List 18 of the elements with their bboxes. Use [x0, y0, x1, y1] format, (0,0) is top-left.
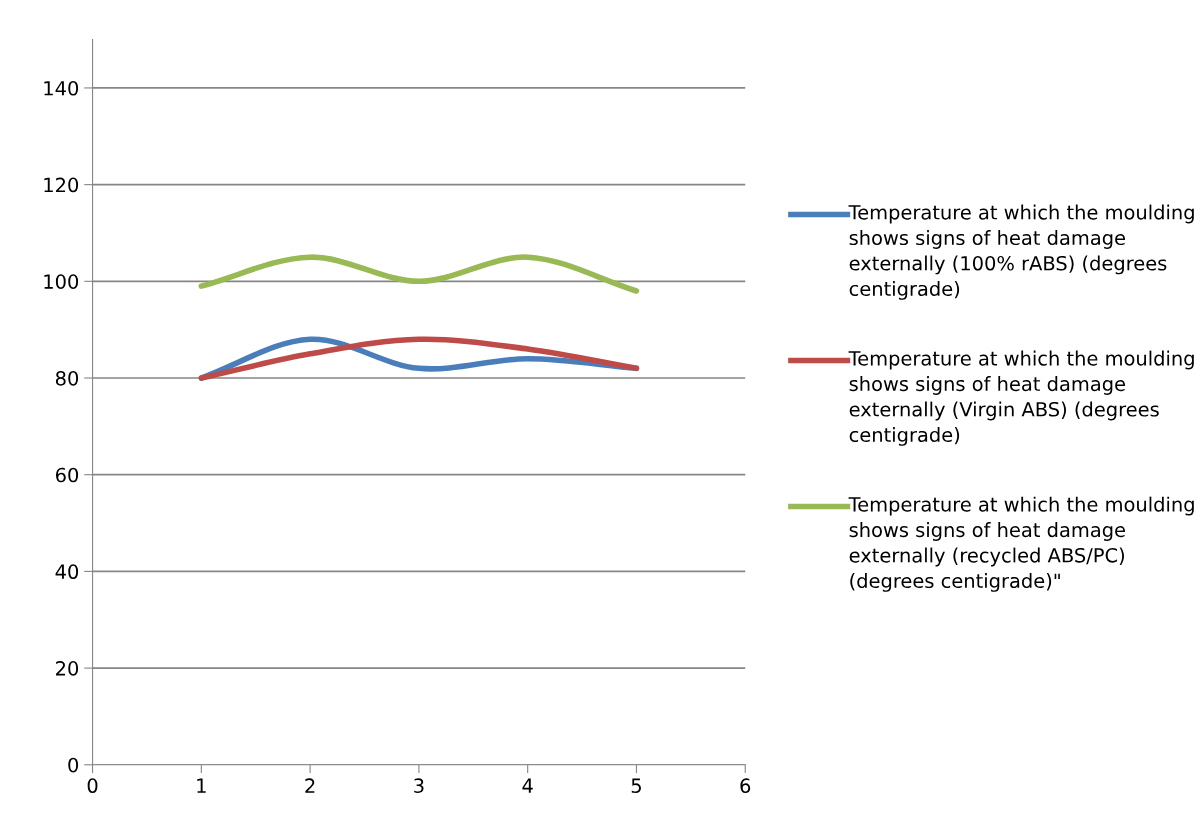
- y-tick-label: 100: [44, 274, 79, 289]
- y-tick-label: 20: [56, 661, 79, 676]
- y-tick-label: 140: [44, 80, 79, 96]
- x-tick-label: 3: [414, 778, 424, 794]
- y-tick-label: 40: [55, 564, 79, 580]
- x-tick-label: 0: [87, 778, 98, 794]
- x-tick-label: 4: [522, 778, 533, 793]
- y-tick-label: 60: [55, 467, 79, 483]
- legend-label: Temperature at which the moulding shows signs of heat damage externally (Virgin ABS) (degrees centigrade): [848, 350, 1194, 446]
- x-tick-label: 6: [740, 778, 751, 794]
- x-tick-label: 1: [197, 778, 206, 793]
- y-tick-label: 80: [55, 370, 79, 386]
- x-tick-label: 2: [305, 778, 315, 793]
- legend-label: Temperature at which the moulding shows signs of heat damage externally (recycled ABS/PC) (degrees centigrade)": [848, 496, 1194, 592]
- y-tick-label: 0: [68, 757, 79, 773]
- legend-label: Temperature at which the moulding shows signs of heat damage externally (100% rABS) (degrees centigrade): [848, 204, 1194, 300]
- y-tick-label: 120: [44, 177, 79, 193]
- x-tick-label: 5: [631, 778, 641, 794]
